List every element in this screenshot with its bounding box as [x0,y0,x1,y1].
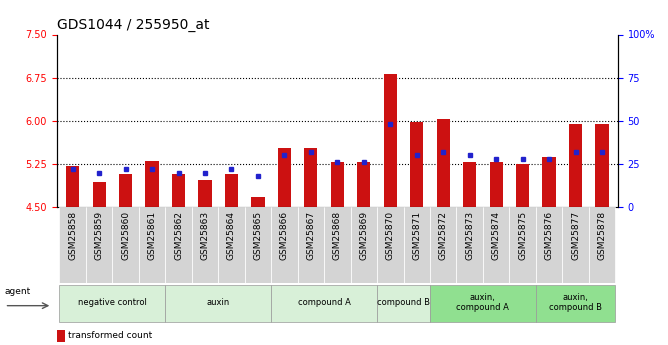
Bar [377,207,403,283]
Text: GSM25859: GSM25859 [95,211,104,260]
Bar [351,207,377,283]
Text: GSM25866: GSM25866 [280,211,289,260]
Bar [589,207,615,283]
Bar [324,207,351,283]
Text: GSM25870: GSM25870 [386,211,395,260]
Bar [430,285,536,322]
Text: GSM25874: GSM25874 [492,211,500,260]
Text: GSM25873: GSM25873 [465,211,474,260]
Text: GSM25878: GSM25878 [597,211,607,260]
Text: GSM25875: GSM25875 [518,211,527,260]
Bar [278,148,291,207]
Text: compound B: compound B [377,298,430,307]
Bar [569,124,582,207]
Bar [357,162,371,207]
Bar [383,73,397,207]
Bar [146,161,159,207]
Bar [410,122,424,207]
Bar [251,197,265,207]
Text: GSM25869: GSM25869 [359,211,368,260]
Bar [198,180,212,207]
Text: GSM25864: GSM25864 [227,211,236,260]
Bar [430,207,456,283]
Bar [112,207,139,283]
Bar [304,148,317,207]
Bar [542,157,556,207]
Text: GSM25877: GSM25877 [571,211,580,260]
Bar [59,285,165,322]
Bar [165,207,192,283]
Bar [66,166,79,207]
Text: GSM25872: GSM25872 [439,211,448,260]
Bar [57,330,65,342]
Bar [298,207,324,283]
Bar [483,207,510,283]
Text: auxin: auxin [206,298,230,307]
Bar [331,162,344,207]
Bar [403,207,430,283]
Text: GSM25863: GSM25863 [200,211,210,260]
Text: auxin,
compound B: auxin, compound B [549,293,602,313]
Bar [119,174,132,207]
Bar [536,285,615,322]
Bar [510,207,536,283]
Text: GSM25868: GSM25868 [333,211,342,260]
Bar [139,207,165,283]
Text: auxin,
compound A: auxin, compound A [456,293,510,313]
Bar [244,207,271,283]
Text: GSM25858: GSM25858 [68,211,77,260]
Text: GSM25871: GSM25871 [412,211,422,260]
Bar [86,207,112,283]
Bar [562,207,589,283]
Bar [490,162,503,207]
Bar [172,174,185,207]
Text: GSM25862: GSM25862 [174,211,183,260]
Text: GDS1044 / 255950_at: GDS1044 / 255950_at [57,18,209,32]
Bar [92,182,106,207]
Bar [218,207,244,283]
Text: GSM25867: GSM25867 [307,211,315,260]
Bar [192,207,218,283]
Text: GSM25860: GSM25860 [121,211,130,260]
Text: compound A: compound A [298,298,351,307]
Text: GSM25865: GSM25865 [253,211,263,260]
Text: GSM25861: GSM25861 [148,211,156,260]
Bar [437,119,450,207]
Bar [536,207,562,283]
Bar [463,162,476,207]
Text: negative control: negative control [78,298,147,307]
Bar [225,174,238,207]
Bar [516,164,529,207]
Bar [59,207,86,283]
Text: transformed count: transformed count [68,332,152,341]
Text: agent: agent [5,287,31,296]
Bar [165,285,271,322]
Text: GSM25876: GSM25876 [544,211,554,260]
Bar [271,207,298,283]
Bar [595,124,609,207]
Bar [377,285,430,322]
Bar [456,207,483,283]
Bar [271,285,377,322]
